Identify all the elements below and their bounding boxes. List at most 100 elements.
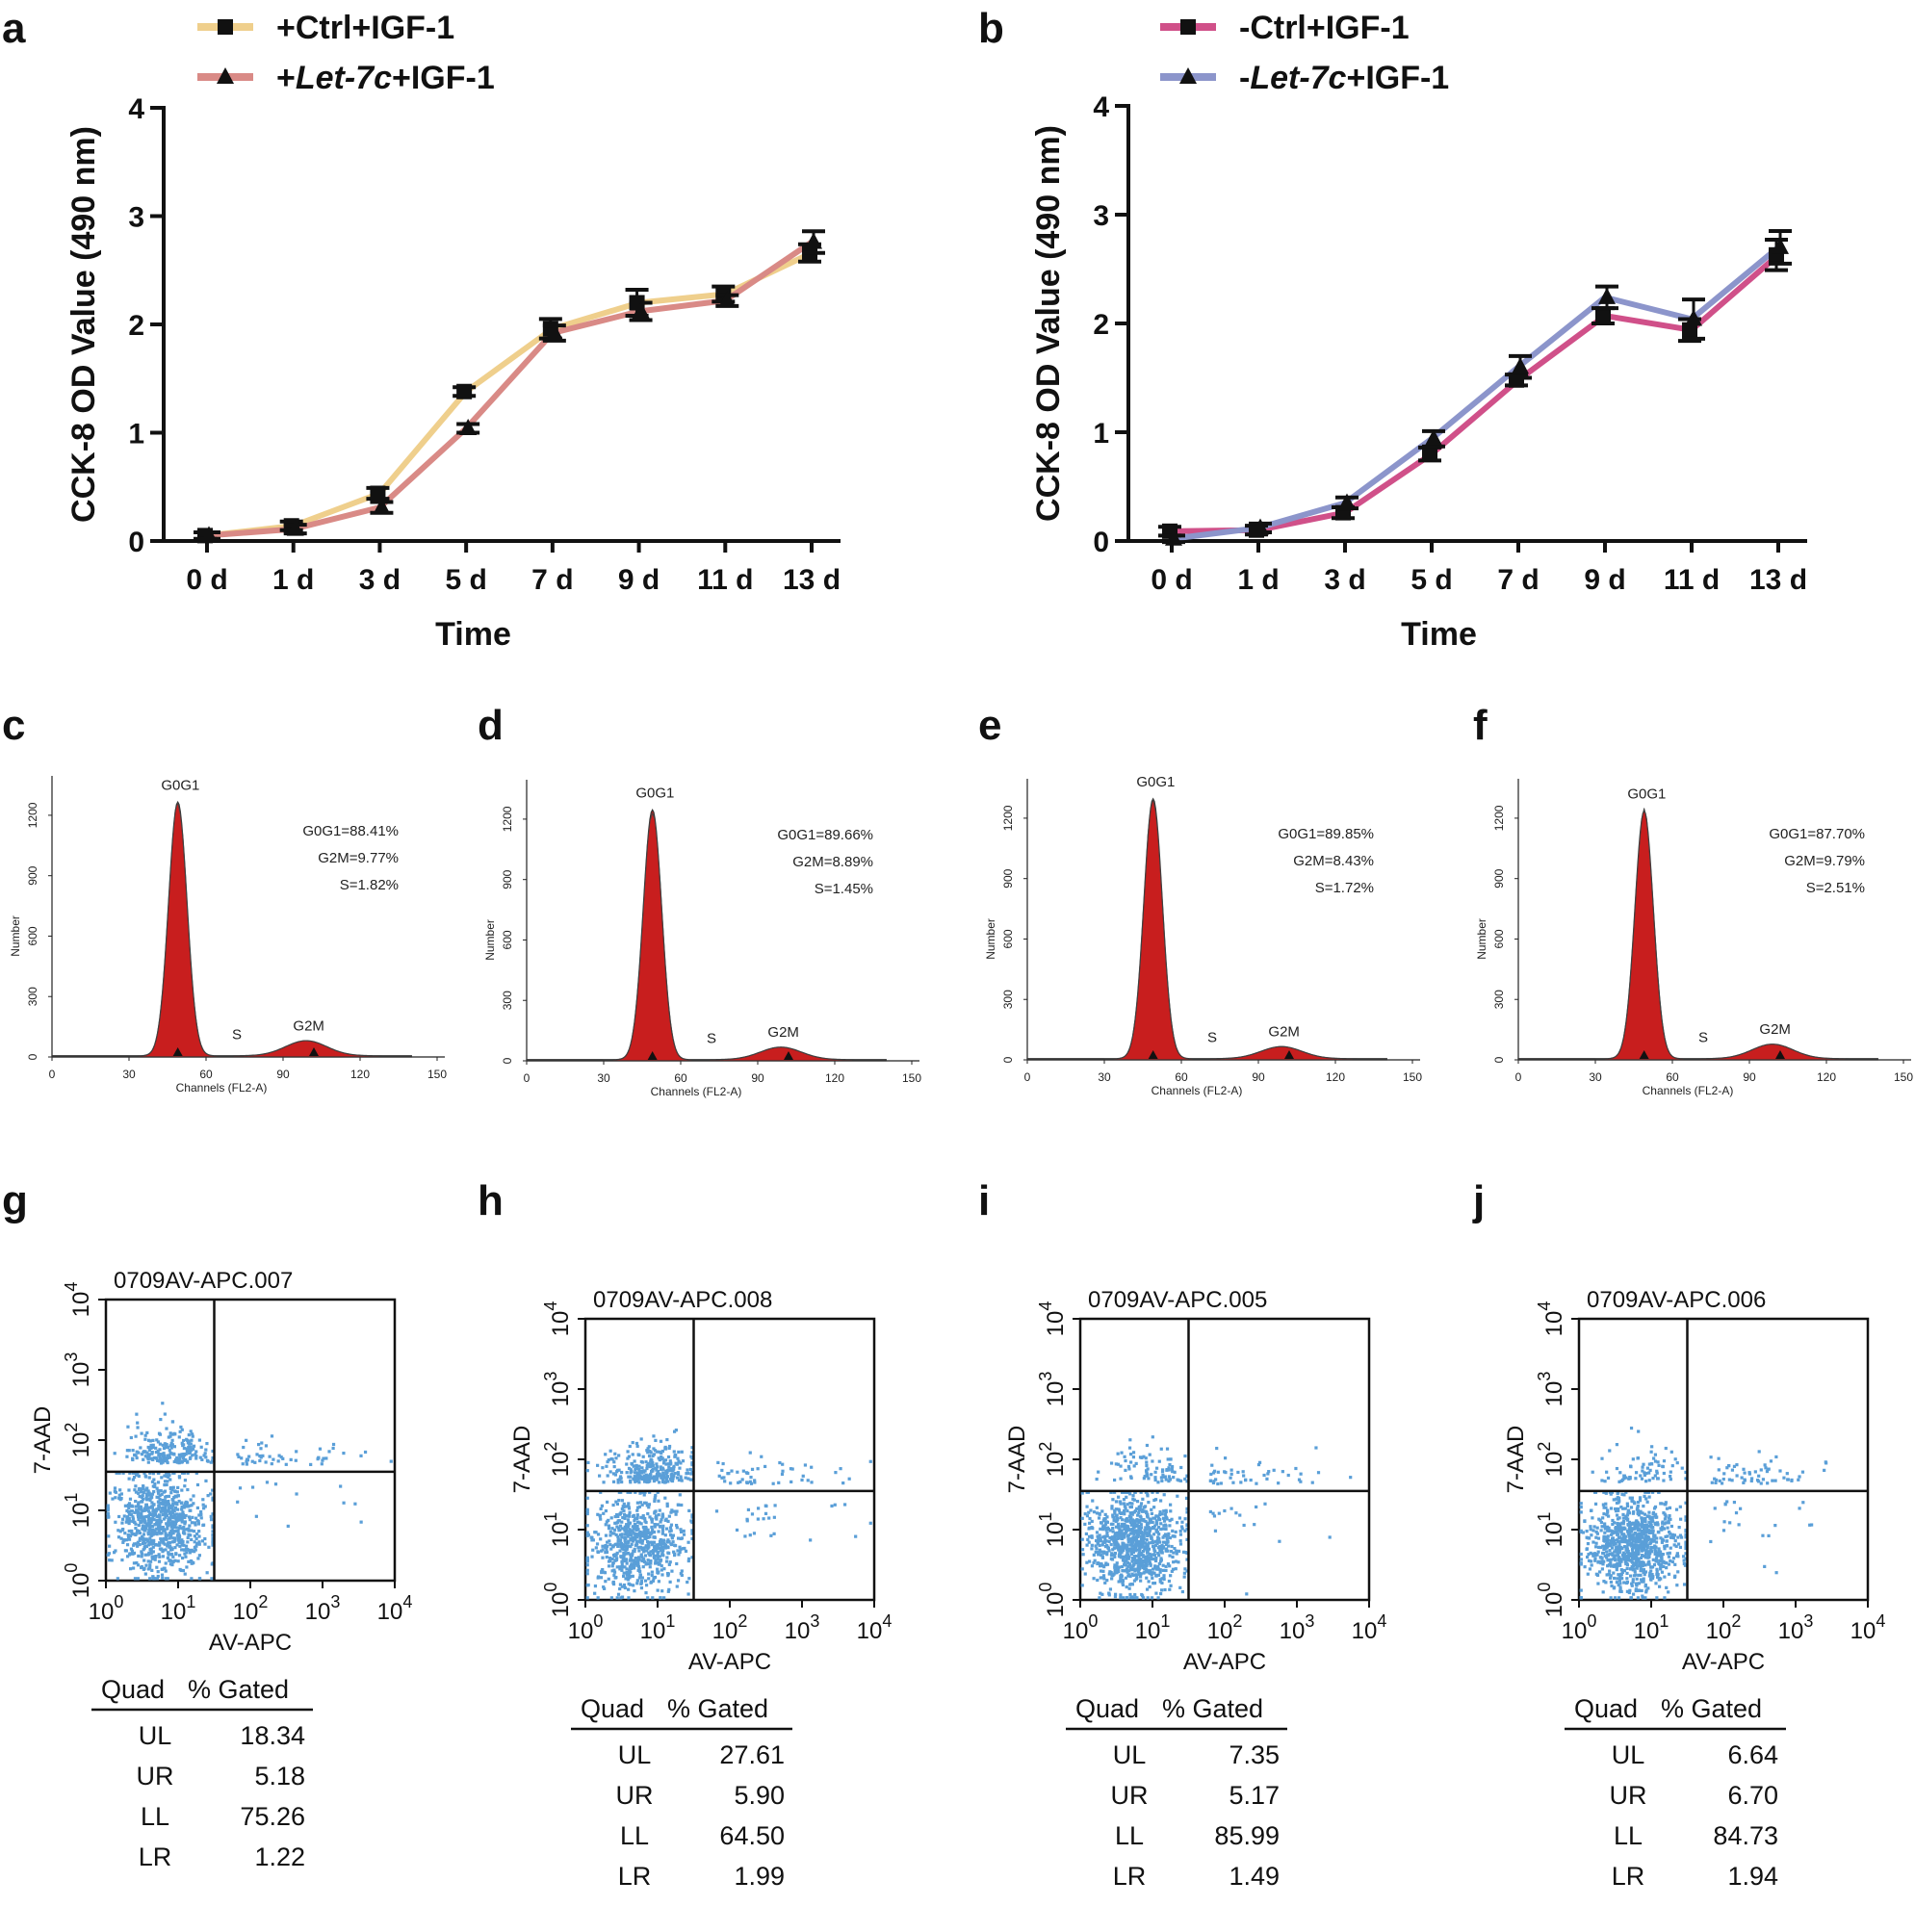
- event-dot: [1640, 1588, 1643, 1593]
- event-dot: [1654, 1545, 1658, 1549]
- event-dot: [181, 1568, 186, 1573]
- event-dot: [605, 1550, 609, 1555]
- event-dot: [1166, 1549, 1170, 1553]
- event-dot: [155, 1514, 159, 1518]
- event-dot: [136, 1577, 140, 1581]
- y-axis-title: 7-AAD: [509, 1426, 535, 1494]
- event-dot: [1281, 1470, 1284, 1474]
- y-tick-label: 4: [128, 93, 144, 125]
- event-dot: [637, 1521, 642, 1525]
- event-dot: [1721, 1477, 1725, 1481]
- event-dot: [662, 1567, 666, 1571]
- event-dot: [1109, 1461, 1114, 1465]
- event-dot: [155, 1495, 159, 1499]
- event-dot: [186, 1487, 190, 1492]
- event-dot: [158, 1515, 162, 1519]
- event-dot: [1229, 1468, 1233, 1472]
- event-dot: [136, 1505, 141, 1508]
- x-tick-label: 103: [785, 1611, 820, 1644]
- data-point: [1772, 237, 1789, 254]
- event-dot: [184, 1547, 188, 1552]
- event-dot: [194, 1548, 197, 1552]
- event-dot: [1147, 1477, 1151, 1481]
- event-dot: [633, 1459, 636, 1463]
- event-dot: [1140, 1541, 1144, 1545]
- event-dot: [166, 1455, 170, 1460]
- event-dot: [1605, 1556, 1609, 1559]
- event-dot: [192, 1549, 195, 1553]
- event-dot: [1121, 1579, 1126, 1584]
- event-dot: [156, 1440, 161, 1444]
- event-dot: [151, 1443, 155, 1447]
- event-dot: [1112, 1490, 1117, 1494]
- event-dot: [1156, 1564, 1160, 1569]
- event-dot: [1630, 1544, 1634, 1548]
- event-dot: [1649, 1516, 1653, 1521]
- event-dot: [1649, 1565, 1653, 1569]
- event-dot: [148, 1536, 152, 1540]
- event-dot: [121, 1540, 125, 1544]
- y-tick-label: 100: [62, 1563, 94, 1599]
- event-dot: [722, 1476, 726, 1480]
- event-dot: [1583, 1565, 1587, 1569]
- event-dot: [1113, 1551, 1118, 1556]
- event-dot: [245, 1438, 248, 1442]
- event-dot: [1210, 1463, 1214, 1467]
- event-dot: [676, 1579, 681, 1583]
- event-dot: [634, 1561, 638, 1565]
- event-dot: [1150, 1536, 1153, 1540]
- event-dot: [677, 1459, 681, 1463]
- event-dot: [1618, 1582, 1622, 1585]
- event-dot: [180, 1507, 184, 1511]
- event-dot: [1647, 1520, 1651, 1524]
- event-dot: [1684, 1533, 1688, 1537]
- event-dot: [612, 1465, 616, 1469]
- event-dot: [1766, 1481, 1770, 1485]
- event-dot: [633, 1547, 636, 1551]
- event-dot: [165, 1500, 168, 1504]
- event-dot: [612, 1528, 617, 1532]
- event-dot: [164, 1561, 168, 1565]
- event-dot: [1767, 1533, 1771, 1538]
- event-dot: [633, 1561, 636, 1566]
- y-tick-label: 300: [1001, 990, 1015, 1009]
- event-dot: [1174, 1559, 1178, 1563]
- event-dot: [675, 1526, 679, 1530]
- event-dot: [665, 1437, 669, 1442]
- event-dot: [1185, 1527, 1189, 1531]
- event-dot: [1092, 1510, 1097, 1514]
- legend-label: -Let-7c+IGF-1: [1239, 60, 1449, 96]
- event-dot: [633, 1532, 636, 1535]
- event-dot: [1118, 1553, 1122, 1557]
- event-dot: [649, 1451, 653, 1455]
- event-dot: [589, 1535, 593, 1539]
- event-dot: [201, 1498, 205, 1502]
- event-dot: [740, 1478, 744, 1481]
- event-dot: [1092, 1553, 1096, 1557]
- event-dot: [1663, 1575, 1667, 1579]
- event-dot: [1103, 1534, 1107, 1538]
- event-dot: [659, 1465, 662, 1469]
- event-dot: [1659, 1564, 1663, 1568]
- event-dot: [1665, 1566, 1669, 1570]
- event-dot: [1629, 1596, 1634, 1600]
- event-dot: [1105, 1531, 1109, 1535]
- event-dot: [644, 1545, 648, 1549]
- event-dot: [1606, 1508, 1610, 1512]
- event-dot: [150, 1505, 154, 1508]
- x-tick-label: 13 d: [1749, 564, 1807, 596]
- event-dot: [1632, 1574, 1637, 1578]
- event-dot: [1161, 1516, 1166, 1520]
- event-dot: [629, 1468, 633, 1472]
- event-dot: [1591, 1516, 1594, 1520]
- event-dot: [1604, 1543, 1609, 1547]
- event-dot: [114, 1549, 117, 1553]
- event-dot: [647, 1572, 651, 1576]
- event-dot: [1154, 1574, 1158, 1578]
- event-dot: [1132, 1556, 1137, 1559]
- event-dot: [1640, 1477, 1644, 1481]
- table-cell-gated: 5.18: [254, 1762, 305, 1790]
- event-dot: [1171, 1529, 1175, 1533]
- event-dot: [660, 1449, 665, 1454]
- event-dot: [177, 1476, 182, 1480]
